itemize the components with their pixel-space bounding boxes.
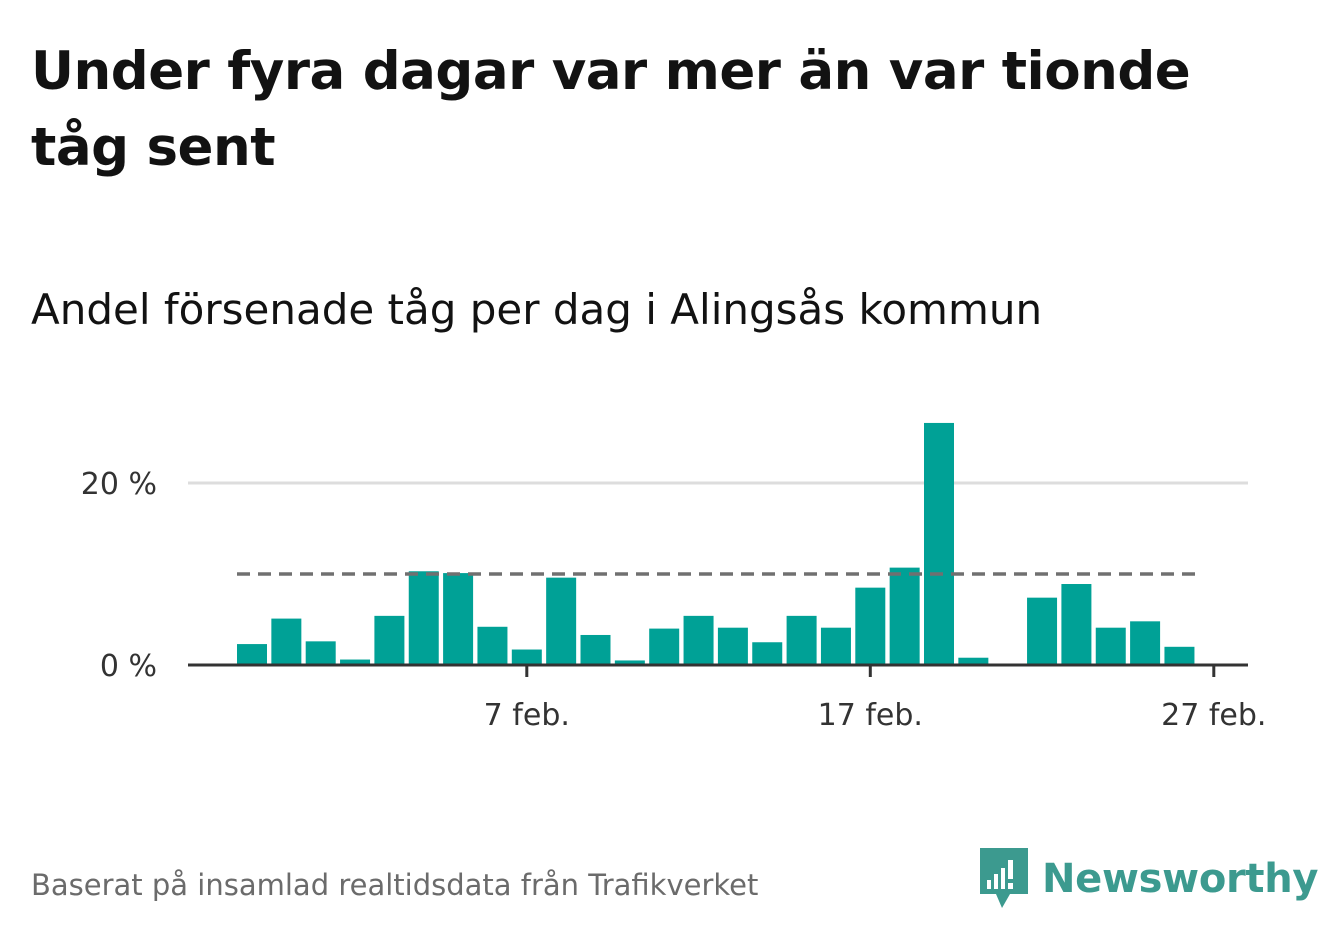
bar [340,659,371,665]
bar [271,618,302,665]
bar [1095,627,1126,665]
bar-chart: 0 % 20 % 7 feb. 17 feb. 27 feb. [81,422,1266,733]
bar [477,626,508,665]
bar [408,571,439,665]
bar [649,628,680,665]
bar [958,657,989,665]
x-tick-label: 7 feb. [484,698,570,733]
bar [683,615,714,665]
bar [511,649,542,665]
bar [580,634,611,665]
bars [237,422,1195,665]
bar [786,615,817,665]
bar [855,587,886,665]
bar [752,642,783,665]
bar [1061,584,1092,665]
axes: 7 feb. 17 feb. 27 feb. [188,663,1266,733]
chart-subtitle: Andel försenade tåg per dag i Alingsås k… [31,285,1043,334]
bar [443,573,474,665]
bar [614,660,645,665]
bar [546,577,577,665]
bar [924,422,954,665]
brand-name: Newsworthy [1042,856,1319,902]
x-tick-label: 27 feb. [1161,698,1266,733]
newsworthy-logo-icon [980,848,1028,908]
chart-title: Under fyra dagar var mer än var tionde t… [31,41,1191,178]
bar [305,641,336,665]
gridlines: 0 % 20 % [81,467,1248,684]
bar [374,615,405,665]
bar [1027,597,1058,665]
bar [820,627,851,665]
bar [1130,621,1161,665]
x-tick-label: 17 feb. [818,698,923,733]
bar [1164,646,1195,665]
bar [717,627,748,665]
bar [889,567,920,665]
source-note: Baserat på insamlad realtidsdata från Tr… [31,868,759,902]
bar [237,644,267,665]
brand-logo[interactable]: Newsworthy [980,848,1319,910]
y-tick-label: 0 % [100,649,157,684]
y-tick-label: 20 % [81,467,157,502]
